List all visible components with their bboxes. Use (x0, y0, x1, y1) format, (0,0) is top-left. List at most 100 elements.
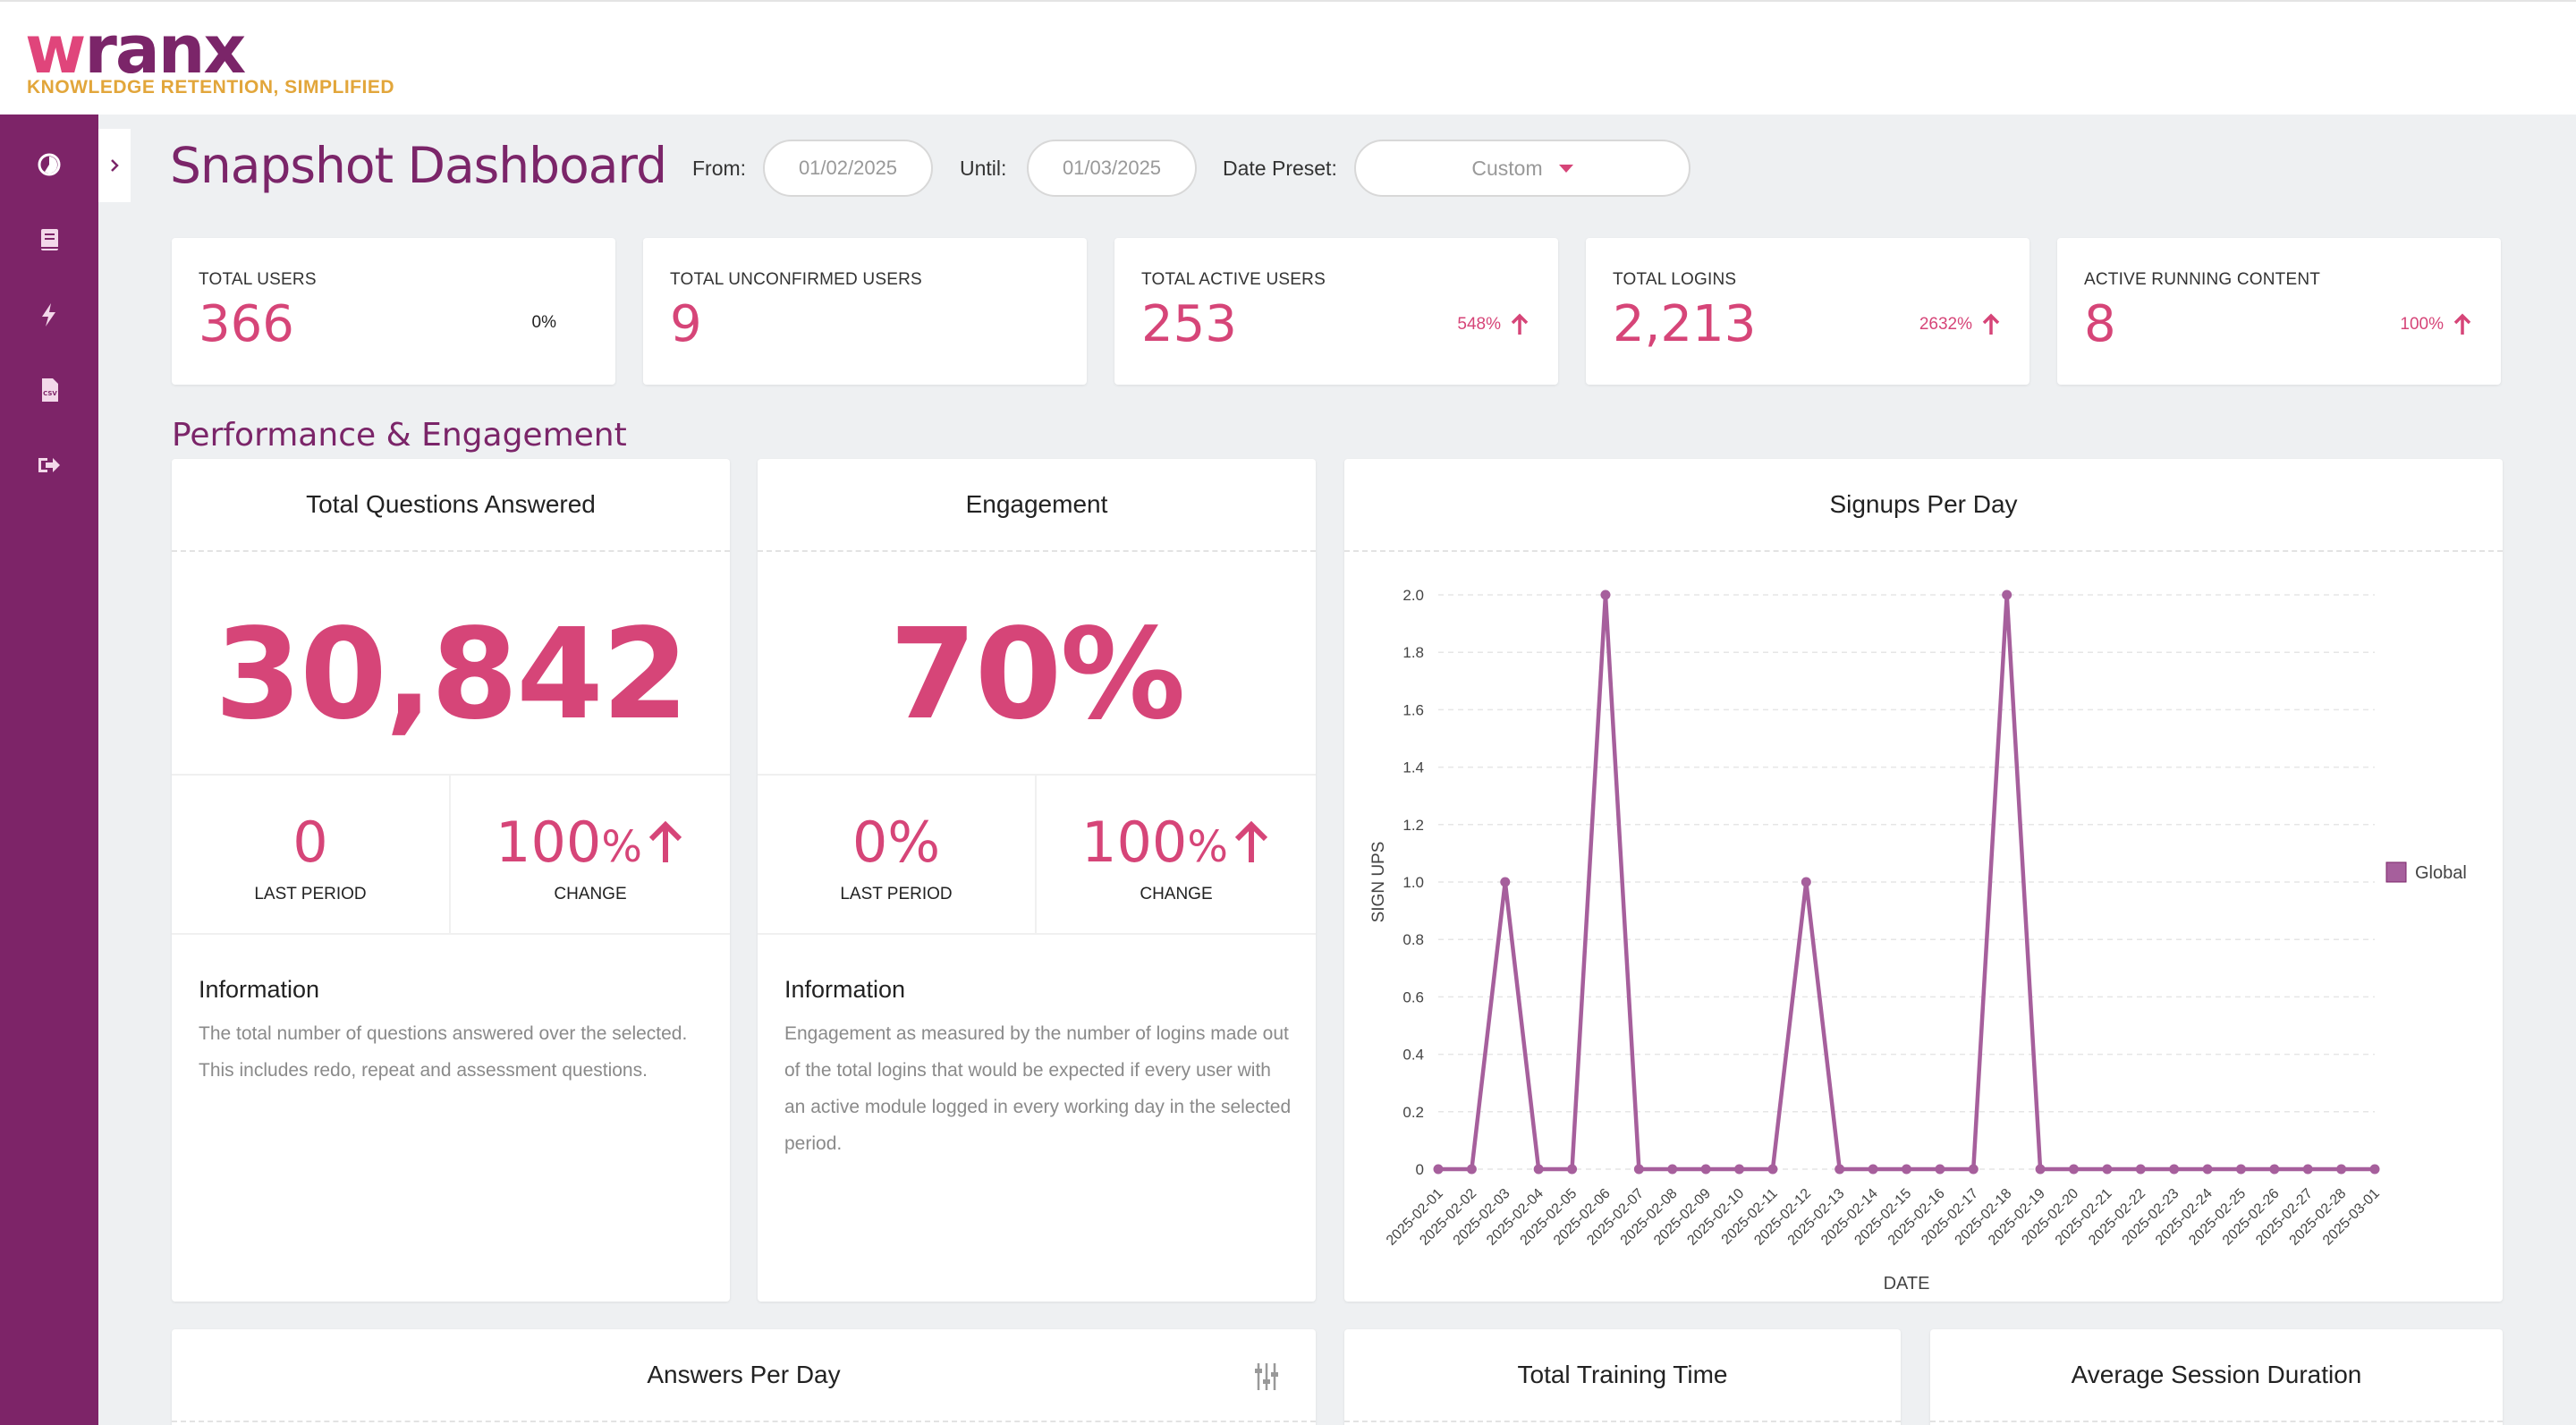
data-point (2369, 1164, 2380, 1175)
stat-value: 366 (199, 295, 294, 353)
engagement-panel: Engagement 70% 0% LAST PERIOD 100% CHANG… (758, 459, 1316, 1302)
stat-change-value: 2632% (1919, 315, 1972, 334)
info-text: The total number of questions answered o… (199, 1023, 688, 1081)
data-point (1734, 1164, 1745, 1175)
y-tick-label: 1.0 (1402, 874, 1424, 891)
data-point (2269, 1164, 2280, 1175)
change-value: 100% (1037, 810, 1316, 875)
sliders-icon[interactable] (1253, 1361, 1280, 1392)
lightning-icon[interactable] (31, 297, 67, 333)
arrow-up-icon (2453, 313, 2471, 335)
last-period-number: 0 (292, 810, 328, 875)
signups-line-chart: 00.20.40.60.81.01.21.41.61.82.02025-02-0… (1369, 587, 2467, 1294)
total-questions-panel: Total Questions Answered 30,842 0 LAST P… (172, 459, 730, 1302)
date-preset-select[interactable]: Custom (1354, 140, 1690, 197)
x-axis-title: DATE (1884, 1274, 1930, 1294)
data-point (2302, 1164, 2313, 1175)
section-title: Performance & Engagement (172, 417, 627, 454)
info-text: Engagement as measured by the number of … (784, 1023, 1292, 1154)
data-point (1500, 877, 1511, 887)
big-value: 30,842 (214, 602, 689, 748)
stat-card-active-running-content: ACTIVE RUNNING CONTENT 8 100% (2057, 238, 2501, 385)
legend-swatch (2385, 861, 2407, 883)
panel-title: Signups Per Day (1344, 459, 2503, 552)
last-period-value: 0 (172, 810, 449, 875)
sidebar: CSV (0, 115, 98, 1425)
last-period-cell: 0 LAST PERIOD (172, 776, 451, 933)
stat-change: 100% (2400, 313, 2472, 336)
change-cell: 100% CHANGE (451, 776, 730, 933)
svg-text:CSV: CSV (43, 390, 57, 397)
y-tick-label: 1.4 (1402, 759, 1424, 776)
arrow-up-icon (1511, 313, 1529, 335)
arrow-up-icon (1982, 313, 2000, 335)
last-period-cell: 0% LAST PERIOD (758, 776, 1037, 933)
stat-change: 2632% (1919, 313, 2001, 336)
change-label: CHANGE (1140, 885, 1213, 903)
data-point (1700, 1164, 1711, 1175)
last-period-label: LAST PERIOD (254, 885, 367, 903)
data-point (2202, 1164, 2213, 1175)
data-point (1935, 1164, 1945, 1175)
change-label: CHANGE (554, 885, 627, 903)
change-unit: % (1187, 822, 1228, 872)
stat-card-total-active-users: TOTAL ACTIVE USERS 253 548% (1114, 238, 1558, 385)
last-period-number: 0 (852, 810, 888, 875)
dashboard-icon[interactable] (31, 147, 67, 182)
y-tick-label: 0.4 (1402, 1047, 1424, 1064)
stat-card-total-unconfirmed-users: TOTAL UNCONFIRMED USERS 9 (643, 238, 1087, 385)
page-title: Snapshot Dashboard (170, 137, 667, 194)
y-tick-label: 0 (1416, 1161, 1424, 1178)
stat-label: TOTAL ACTIVE USERS (1141, 270, 1326, 289)
signups-panel: Signups Per Day 0 0.2 0.4 0.6 0.8 1.0 1.2 1.4 1.… (1344, 459, 2503, 1302)
stat-change: 548% (1457, 313, 1530, 336)
data-point (1633, 1164, 1644, 1175)
data-point (2002, 590, 2012, 600)
stat-change: 0% (532, 313, 556, 333)
stat-value: 2,213 (1613, 295, 1757, 353)
y-tick-label: 1.2 (1402, 817, 1424, 834)
data-point (1835, 1164, 1845, 1175)
stat-value: 9 (670, 295, 702, 353)
stat-label: TOTAL LOGINS (1613, 270, 1737, 289)
stat-label: ACTIVE RUNNING CONTENT (2084, 270, 2321, 289)
info-title: Information (199, 976, 320, 1003)
period-comparison: 0% LAST PERIOD 100% CHANGE (758, 774, 1316, 935)
panel-title: Average Session Duration (1930, 1329, 2503, 1422)
logo-name: ranx (84, 12, 246, 89)
info-title: Information (784, 976, 906, 1003)
until-label: Until: (960, 157, 1007, 180)
data-point (2035, 1164, 2046, 1175)
arrow-up-icon (1234, 820, 1268, 862)
data-point (1533, 1164, 1544, 1175)
data-point (2135, 1164, 2146, 1175)
data-point (1767, 1164, 1778, 1175)
arrow-up-icon (648, 820, 682, 862)
logout-icon[interactable] (31, 447, 67, 483)
panel-title: Engagement (758, 459, 1316, 552)
until-date-input[interactable] (1027, 140, 1197, 197)
data-point (1466, 1164, 1477, 1175)
sidebar-toggle-button[interactable] (98, 129, 131, 202)
stat-change-value: 0% (531, 313, 556, 332)
csv-file-icon[interactable]: CSV (31, 372, 67, 408)
data-point (1567, 1164, 1578, 1175)
panel-title: Total Training Time (1344, 1329, 1901, 1422)
from-date-input[interactable] (763, 140, 933, 197)
data-point (1902, 1164, 1911, 1175)
date-preset-value: Custom (1471, 156, 1543, 180)
data-point (1433, 1164, 1444, 1175)
change-number: 100 (496, 810, 602, 875)
data-point (1801, 877, 1811, 887)
logo-wordmark: wranx (25, 12, 246, 89)
y-tick-label: 2.0 (1402, 587, 1424, 604)
y-tick-label: 0.6 (1402, 988, 1424, 1005)
from-label: From: (692, 157, 747, 180)
book-icon[interactable] (31, 222, 67, 258)
data-point (1868, 1164, 1878, 1175)
wranx-logo[interactable]: wranx KNOWLEDGE RETENTION, SIMPLIFIED (25, 14, 394, 107)
date-preset-label: Date Preset: (1223, 157, 1337, 180)
change-unit: % (601, 822, 642, 872)
caret-down-icon (1558, 164, 1573, 173)
stat-card-total-logins: TOTAL LOGINS 2,213 2632% (1586, 238, 2029, 385)
